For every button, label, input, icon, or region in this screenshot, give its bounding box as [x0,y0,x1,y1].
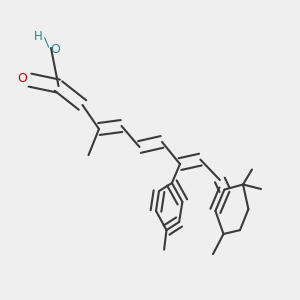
Text: H: H [34,30,43,44]
Text: O: O [18,72,27,85]
Text: O: O [51,43,60,56]
